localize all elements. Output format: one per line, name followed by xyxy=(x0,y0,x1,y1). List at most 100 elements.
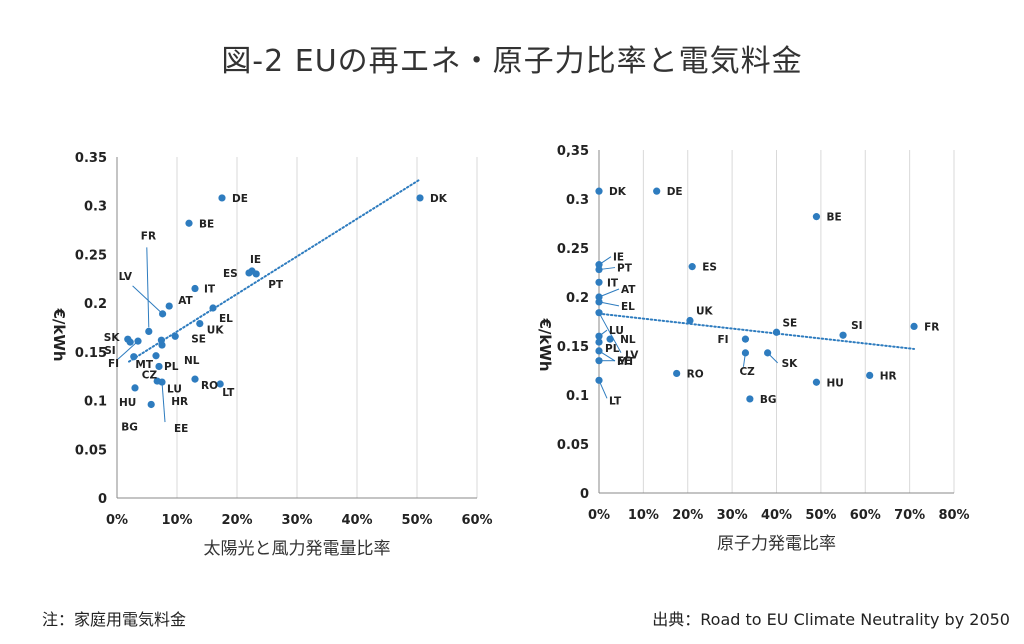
point-label-ie: IE xyxy=(613,252,624,264)
y-tick-label: 0 xyxy=(580,487,589,502)
x-tick-label: 50% xyxy=(805,508,836,523)
point-label-pt: PT xyxy=(268,279,284,291)
point-label-bg: BG xyxy=(121,421,138,433)
leader-line xyxy=(117,340,139,360)
data-point-de xyxy=(653,187,661,195)
point-label-dk: DK xyxy=(430,193,448,205)
leader-line xyxy=(598,350,616,362)
point-label-nl: NL xyxy=(620,334,636,346)
point-label-cz: CZ xyxy=(739,366,755,378)
x-tick-label: 40% xyxy=(761,508,792,523)
x-tick-label: 50% xyxy=(401,513,432,528)
y-tick-label: 0.1 xyxy=(566,389,589,404)
data-point-fi xyxy=(741,335,750,343)
data-point-pl xyxy=(595,338,603,346)
data-point-ro xyxy=(191,375,199,383)
point-label-se: SE xyxy=(783,317,798,329)
point-label-de: DE xyxy=(232,193,248,205)
x-tick-label: 0% xyxy=(106,513,128,528)
data-point-mt xyxy=(157,336,165,344)
leader-line xyxy=(146,247,150,328)
y-tick-label: 0.25 xyxy=(75,248,107,263)
data-point-hr xyxy=(866,371,874,379)
data-point-cz xyxy=(130,353,138,361)
axes: 0% 10% 20% 30% 40% 50% 60% 0 0.05 0.1 0.15 0.2 0.25 0… xyxy=(75,151,493,528)
trendline-path xyxy=(128,178,421,363)
x-axis-title: 原子力発電比率 xyxy=(717,534,836,554)
point-label-hr: HR xyxy=(880,370,897,382)
point-label-ee: EE xyxy=(174,423,188,435)
point-label-sk: SK xyxy=(104,332,121,344)
point-label-lt: LT xyxy=(609,395,622,407)
y-tick-label: 0.2 xyxy=(566,291,589,306)
y-tick-label: 0.3 xyxy=(566,193,589,208)
x-tick-label: 20% xyxy=(672,508,703,523)
data-point-bg xyxy=(147,400,155,409)
point-label-el: EL xyxy=(219,313,233,325)
data-point-lv xyxy=(595,309,603,317)
leader-line xyxy=(767,352,778,364)
data-point-at xyxy=(165,302,173,310)
point-label-se: SE xyxy=(191,333,206,345)
data-point-si xyxy=(126,338,134,346)
y-tick-label: 0.05 xyxy=(557,438,589,453)
point-label-ro: RO xyxy=(201,380,218,392)
leader-line xyxy=(132,285,163,315)
y-tick-label: 0.1 xyxy=(84,395,107,410)
point-label-hu: HU xyxy=(119,397,136,409)
x-tick-label: 10% xyxy=(628,508,659,523)
point-label-hu: HU xyxy=(826,377,843,389)
y-tick-label: 0.2 xyxy=(84,297,107,312)
data-point-se xyxy=(171,332,179,340)
leader-line xyxy=(598,329,608,337)
point-label-si: SI xyxy=(104,345,115,357)
point-label-ie: IE xyxy=(250,254,261,266)
data-point-si xyxy=(839,331,847,339)
x-tick-label: 0% xyxy=(588,508,610,523)
data-point-de xyxy=(218,194,226,202)
point-label-be: BE xyxy=(826,212,841,224)
data-point-dk xyxy=(595,187,603,195)
data-point-se xyxy=(772,328,781,336)
point-label-fi: FI xyxy=(108,358,119,370)
data-point-pt xyxy=(252,270,260,278)
source-credit: 出典：Road to EU Climate Neutrality by 2050 xyxy=(652,610,1010,629)
trendline xyxy=(598,312,916,350)
point-label-it: IT xyxy=(204,284,216,296)
point-label-es: ES xyxy=(702,262,717,274)
point-label-fr: FR xyxy=(924,321,939,333)
point-label-at: AT xyxy=(178,295,193,307)
leader-line xyxy=(598,256,612,266)
point-label-pt: PT xyxy=(617,263,633,275)
x-tick-label: 70% xyxy=(894,508,925,523)
data-point-it xyxy=(595,278,603,286)
leader-line xyxy=(598,267,616,271)
point-label-lt: LT xyxy=(222,387,235,399)
y-tick-label: 0 xyxy=(98,492,107,507)
data-point-ee xyxy=(158,378,166,386)
data-point-hu xyxy=(812,378,821,386)
point-label-it: IT xyxy=(607,277,619,289)
point-label-fr: FR xyxy=(141,230,156,242)
page-title: 図-2 EUの再エネ・原子力比率と電気料金 xyxy=(221,44,803,79)
point-label-uk: UK xyxy=(207,325,225,337)
data-point-pl xyxy=(152,352,160,360)
y-tick-label: 0.3 xyxy=(84,200,107,215)
data-point-hu xyxy=(131,384,139,392)
x-tick-label: 30% xyxy=(717,508,748,523)
data-point-it xyxy=(191,284,199,293)
leader-line xyxy=(598,301,620,307)
data-point-es xyxy=(688,263,696,271)
x-tick-label: 30% xyxy=(281,513,312,528)
point-label-be: BE xyxy=(199,218,214,230)
point-label-lv: LV xyxy=(625,350,639,362)
x-tick-label: 10% xyxy=(161,513,192,528)
point-label-mt: MT xyxy=(617,356,635,368)
y-tick-label: 0.25 xyxy=(557,242,589,257)
point-label-el: EL xyxy=(621,301,635,313)
data-point-uk xyxy=(686,316,694,325)
x-tick-label: 80% xyxy=(938,508,969,523)
point-label-ee: EE xyxy=(617,356,631,368)
point-label-lu: LU xyxy=(167,383,182,395)
trendline xyxy=(128,178,421,363)
